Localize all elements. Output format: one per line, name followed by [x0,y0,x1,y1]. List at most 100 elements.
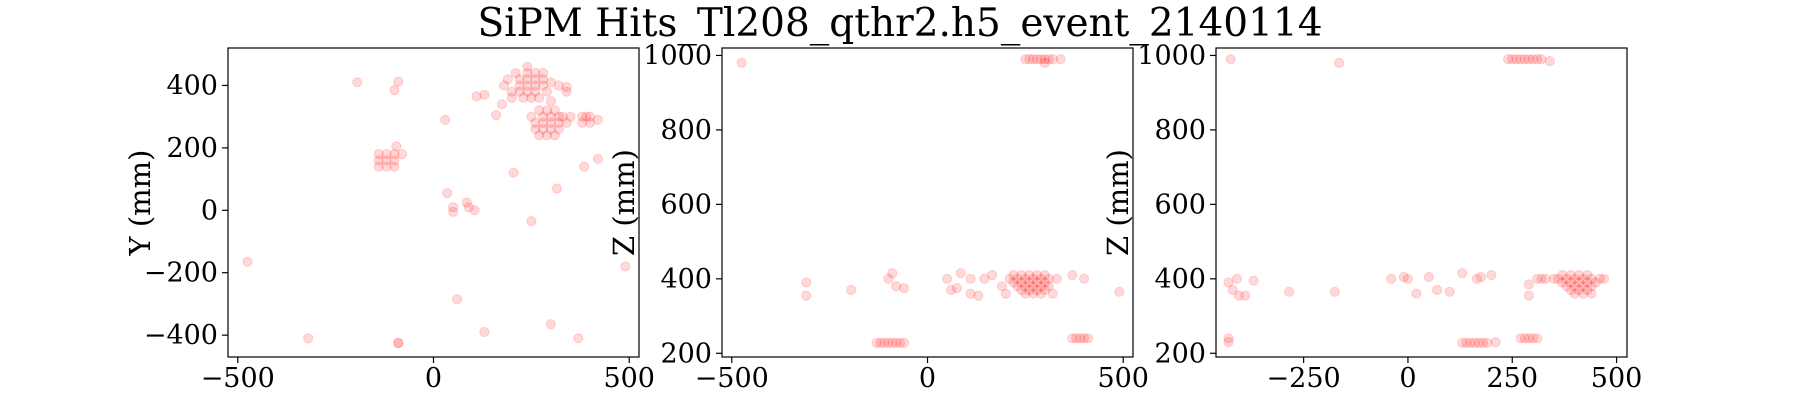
data-point [1039,277,1051,288]
data-point [530,124,541,135]
data-point [801,277,812,288]
data-point [1461,337,1472,348]
data-point [561,86,572,97]
data-point [498,80,510,91]
data-point [1582,270,1593,281]
data-point [1055,54,1066,65]
data-point [1004,273,1015,284]
data-point [389,155,400,166]
data-point [987,270,998,281]
y-tick-label: 400 [1154,264,1206,295]
y-axis-label: Z (mm) [607,149,641,256]
data-point [577,111,588,122]
data-point [451,294,463,305]
data-point [887,337,898,348]
data-point [303,333,314,344]
data-point [461,197,472,208]
x-tick-label: 500 [603,363,655,394]
x-tick-label: −500 [201,363,275,394]
data-point [577,117,588,129]
data-point [491,110,502,121]
data-point [1225,54,1236,65]
data-point [1544,55,1555,67]
data-point [1523,54,1535,65]
data-point [945,284,957,296]
data-point [585,111,596,122]
data-point [1569,273,1580,284]
data-point [1020,273,1031,284]
y-axis-label: Z (mm) [1101,149,1135,256]
data-point [469,205,480,216]
data-point [965,273,976,284]
data-point [1028,54,1039,65]
data-point [506,86,517,97]
data-point [592,114,604,125]
data-point [898,283,910,294]
data-point [526,92,537,104]
y-tick-label: 800 [1154,115,1206,146]
data-point [883,273,894,284]
data-point [526,111,537,122]
data-point [553,124,564,135]
data-point [1032,270,1043,281]
data-point [1411,288,1422,299]
y-tick-label: 200 [166,133,218,164]
data-point [891,281,902,292]
data-point [1020,281,1031,292]
data-point [1079,273,1090,284]
data-point [1067,270,1078,281]
data-point [1507,54,1518,65]
y-tick-label: 400 [660,264,712,295]
data-point [1223,337,1234,348]
data-point [965,288,976,299]
data-point [1578,288,1589,299]
data-point [1465,337,1476,348]
data-point [1051,273,1062,284]
data-point [471,91,482,102]
data-point [1047,54,1058,65]
data-point [1573,284,1585,296]
data-point [979,273,990,284]
axes-frame [227,47,640,358]
data-point [1536,54,1547,65]
data-point [448,206,459,217]
data-point [1024,277,1035,288]
data-point [1227,284,1238,296]
y-tick-label: 400 [166,70,218,101]
data-point [1028,273,1039,284]
data-point [581,111,592,122]
data-point [1569,281,1580,292]
data-point [879,337,890,348]
data-point [973,290,984,301]
y-tick-label: −400 [144,320,218,351]
data-point [1557,277,1568,288]
data-point [381,155,392,166]
data-point [1469,337,1480,348]
data-point [397,149,408,160]
data-point [1329,286,1341,297]
data-point [1039,54,1051,65]
data-point [565,111,576,122]
data-point [1482,337,1493,348]
data-point [1528,333,1539,344]
y-tick-label: 200 [1154,338,1206,369]
data-point [1578,281,1589,292]
x-tick-label: 500 [1591,363,1643,394]
data-point [442,188,453,199]
data-point [1020,54,1031,65]
data-point [1024,54,1035,65]
data-point [1032,277,1043,288]
data-point [1000,288,1011,299]
data-point [1582,277,1593,288]
data-point [553,80,564,91]
data-point [242,256,253,267]
data-point [1039,270,1051,281]
data-point [1240,290,1251,301]
data-point [1423,271,1434,283]
data-point [1039,57,1051,69]
data-point [551,183,562,194]
data-point [585,117,596,129]
